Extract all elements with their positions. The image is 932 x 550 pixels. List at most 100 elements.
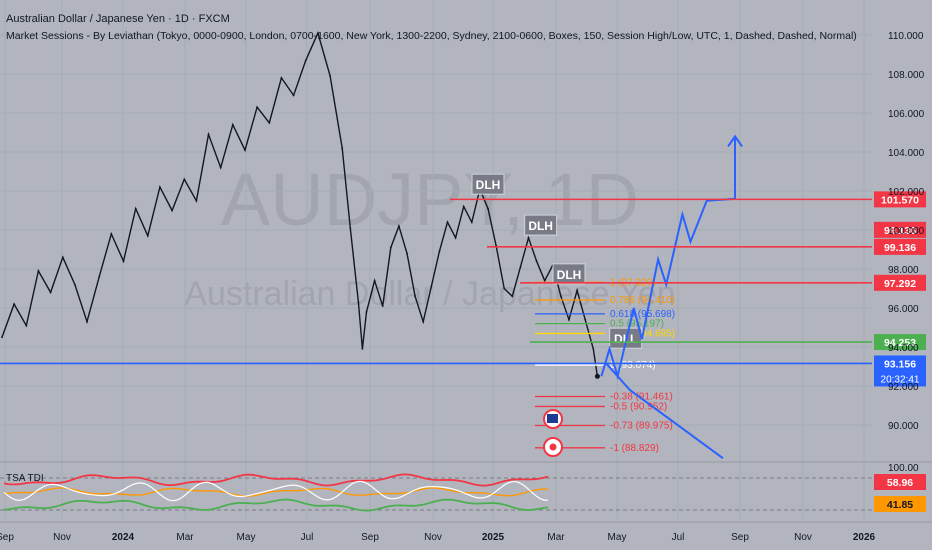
x-tick-label: May <box>237 532 256 543</box>
projection <box>600 134 743 460</box>
price-point <box>74 283 76 286</box>
price-point <box>519 266 522 268</box>
countdown-label: 20:32:41 <box>881 374 920 385</box>
price-point <box>207 133 210 136</box>
x-tick-label: Sep <box>0 532 14 543</box>
pattern-label-box <box>524 214 558 236</box>
tdi-rsi-line <box>3 480 549 502</box>
price-point <box>122 260 125 263</box>
tdi-badge <box>874 474 926 490</box>
pattern-label: DLH <box>557 268 582 282</box>
price-point <box>1 336 3 339</box>
price-point <box>584 318 587 321</box>
event-icons <box>543 409 563 457</box>
price-line <box>1 31 599 377</box>
grid <box>0 0 872 520</box>
price-point <box>594 373 600 379</box>
price-badge-label: 94.253 <box>884 337 916 349</box>
price-badge <box>874 274 926 291</box>
price-point <box>292 94 295 97</box>
price-point <box>110 233 113 235</box>
y-tick-label: 90.000 <box>888 421 919 432</box>
fib-label: -1 (88.829) <box>610 443 659 454</box>
price-axis: 110.000 108.000 106.000 104.000 102.000 100.0… <box>888 31 925 432</box>
price-badge <box>874 238 926 255</box>
price-point <box>357 301 360 304</box>
price-badge-label: 93.156 <box>884 358 916 370</box>
y-tick-label: 108.000 <box>888 70 925 81</box>
y-tick-label: 96.000 <box>888 304 919 315</box>
price-point <box>406 252 408 255</box>
tdi-lower-line <box>3 498 549 512</box>
tdi-mid-line <box>3 487 549 497</box>
bull-projection-line <box>600 136 736 381</box>
x-tick-label: May <box>608 532 627 543</box>
tdi-title: TSA TDI <box>6 473 44 484</box>
price-point <box>244 149 246 152</box>
price-point <box>159 186 161 189</box>
price-series <box>1 31 600 379</box>
price-point <box>454 236 457 239</box>
projection-arrowhead <box>727 134 743 147</box>
tdi-badge <box>874 496 926 512</box>
price-point <box>61 256 64 259</box>
x-tick-label: Jul <box>672 532 685 543</box>
price-point <box>373 279 376 282</box>
price-point <box>487 207 489 210</box>
price-point <box>195 199 198 202</box>
tdi-panel: 100.00 58.96 41.85 <box>0 461 932 523</box>
pattern-label: DLH <box>476 178 501 192</box>
price-point <box>98 275 101 278</box>
fib-label: 0.786 (96.410) <box>610 295 675 306</box>
fib-label: 0.618 (95.698) <box>610 309 675 320</box>
countdown-badge <box>874 371 926 387</box>
price-point <box>398 225 400 228</box>
price-badge-label: 101.570 <box>881 194 919 206</box>
x-tick-label: Jul <box>301 532 314 543</box>
price-point <box>576 289 578 292</box>
tdi-badge-label: 41.85 <box>887 499 913 511</box>
price-point <box>134 207 137 210</box>
pattern-label-box <box>552 263 586 285</box>
price-point <box>146 234 149 237</box>
fib-label: -0.38 (91.461) <box>610 392 673 403</box>
price-point <box>37 270 40 272</box>
price-point <box>422 320 425 323</box>
indicator-legend: Market Sessions - By Leviathan (Tokyo, 0… <box>6 30 857 42</box>
x-tick-label: 2026 <box>853 532 876 543</box>
x-tick-label: Nov <box>794 532 812 543</box>
price-point <box>231 123 234 126</box>
y-tick-label: 98.000 <box>888 265 919 276</box>
price-point <box>527 236 530 239</box>
chart-title: Australian Dollar / Japanese Yen · 1D · … <box>6 13 230 25</box>
japan-flag-sun <box>549 443 557 451</box>
y-tick-label: 106.000 <box>888 109 925 120</box>
price-badge-label: 97.292 <box>884 278 916 290</box>
price-badge <box>874 334 926 351</box>
price-point <box>183 178 186 181</box>
x-tick-label: Nov <box>53 532 71 543</box>
price-point <box>430 285 433 288</box>
price-badge-label: 99.136 <box>884 242 916 254</box>
price-point <box>381 305 384 307</box>
price-badge <box>874 355 926 372</box>
bear-projection-line <box>604 361 724 460</box>
price-point <box>86 320 88 323</box>
fib-label: -0.5 (90.952) <box>610 401 667 412</box>
price-point <box>256 106 258 109</box>
price-point <box>341 147 344 150</box>
price-point <box>438 250 441 253</box>
y-tick-label: 92.000 <box>888 382 919 393</box>
price-point <box>13 303 16 305</box>
x-tick-label: 2024 <box>112 532 135 543</box>
price-point <box>349 227 352 230</box>
price-point <box>268 121 271 124</box>
fib-label: -0.73 (89.975) <box>610 420 673 431</box>
price-point <box>49 291 52 294</box>
price-point <box>365 311 368 313</box>
price-point <box>329 75 331 77</box>
y-tick-label: 110.000 <box>888 31 924 42</box>
tdi-upper-line <box>3 473 549 487</box>
